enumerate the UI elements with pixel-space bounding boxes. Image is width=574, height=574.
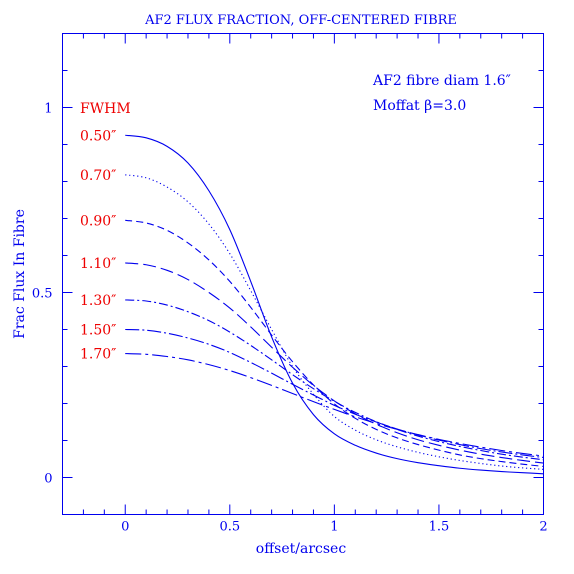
series-lines bbox=[125, 134, 544, 475]
x-tick-label: 2 bbox=[539, 520, 547, 535]
series-label-4: 1.10″ bbox=[80, 256, 116, 272]
axis-ticks bbox=[62, 33, 544, 515]
series-line-4 bbox=[125, 262, 544, 464]
x-tick-label: 0.5 bbox=[219, 520, 240, 535]
series-line-7 bbox=[125, 353, 544, 457]
x-axis-label: offset/arcsec bbox=[256, 541, 347, 557]
y-tick-label: 1 bbox=[44, 102, 52, 117]
annotation-fibre-diameter: AF2 fibre diam 1.6″ bbox=[372, 73, 511, 89]
series-line-1 bbox=[125, 134, 544, 475]
y-axis-label: Frac Flux In Fibre bbox=[12, 209, 28, 339]
series-label-6: 1.50″ bbox=[80, 323, 116, 339]
x-tick-label: 0 bbox=[121, 520, 129, 535]
x-tick-label: 1 bbox=[330, 520, 338, 535]
series-line-5 bbox=[125, 299, 544, 461]
y-tick-label: 0 bbox=[44, 472, 52, 487]
chart-title: AF2 FLUX FRACTION, OFF-CENTERED FIBRE bbox=[144, 13, 457, 28]
series-line-6 bbox=[125, 328, 544, 459]
x-tick-label: 1.5 bbox=[429, 520, 450, 535]
annotation-moffat-beta: Moffat β=3.0 bbox=[373, 98, 466, 114]
series-line-2 bbox=[125, 174, 544, 470]
legend-title: FWHM bbox=[80, 101, 131, 117]
series-label-3: 0.90″ bbox=[80, 213, 116, 229]
plot-frame bbox=[62, 33, 544, 515]
series-label-2: 0.70″ bbox=[80, 168, 116, 184]
tick-labels: 0 0.5 1 1.5 2 0 0.5 1 bbox=[32, 102, 548, 535]
series-line-3 bbox=[125, 219, 544, 467]
series-label-7: 1.70″ bbox=[80, 347, 116, 363]
legend: FWHM 0.50″ 0.70″ 0.90″ 1.10″ 1.30″ 1.50″ 1.70″ bbox=[80, 101, 131, 363]
series-label-5: 1.30″ bbox=[80, 293, 116, 309]
series-label-1: 0.50″ bbox=[80, 128, 116, 144]
y-tick-label: 0.5 bbox=[32, 287, 53, 302]
